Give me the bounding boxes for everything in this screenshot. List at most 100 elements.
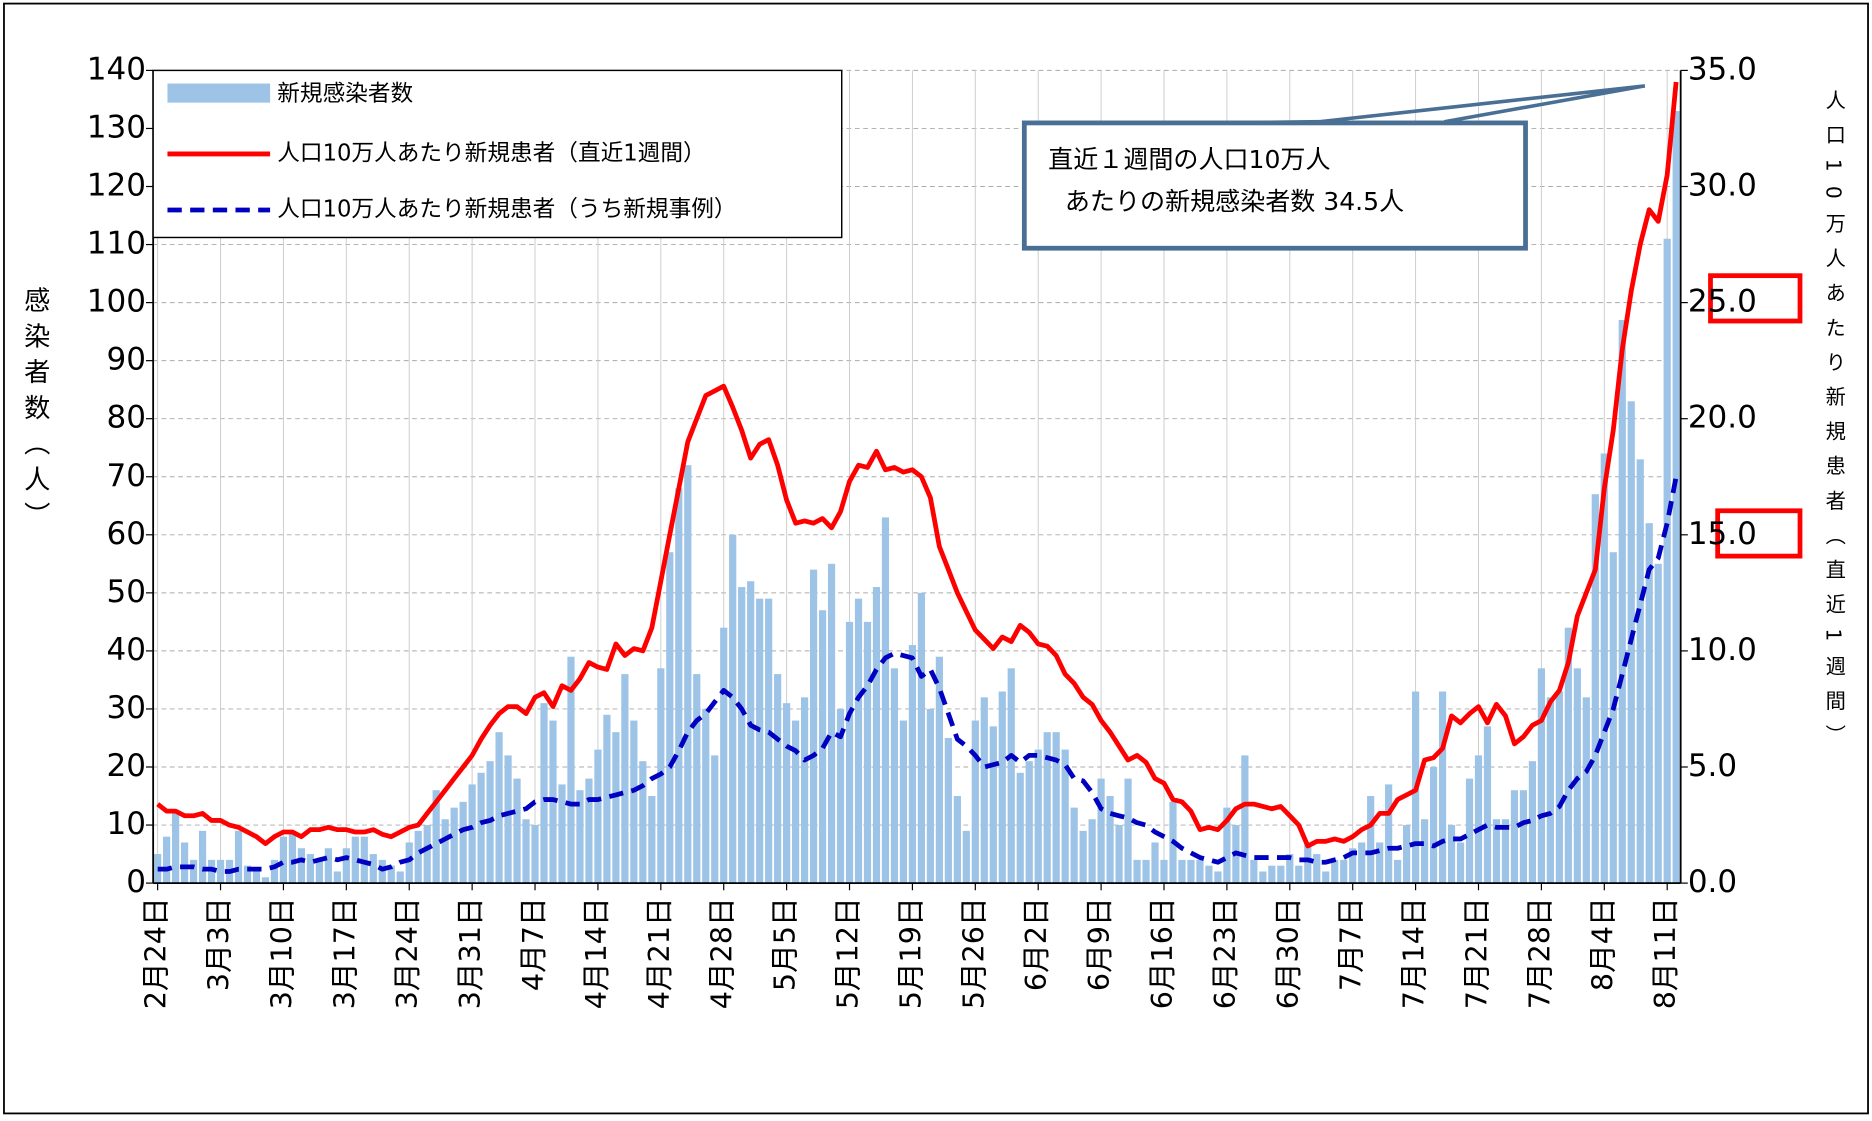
bar <box>1106 796 1114 884</box>
bar <box>738 587 746 884</box>
bar <box>1376 842 1384 884</box>
bar <box>405 842 413 884</box>
y2-tick-label: 25.0 <box>1688 284 1757 320</box>
bar <box>450 807 458 884</box>
bar <box>333 871 341 884</box>
bar <box>1259 871 1267 884</box>
bar <box>1510 790 1519 884</box>
bar <box>423 825 431 884</box>
bar <box>441 819 449 884</box>
bar <box>531 825 539 884</box>
bar <box>1564 627 1572 884</box>
bar <box>935 656 943 884</box>
bar <box>1151 842 1159 884</box>
callout-box <box>1021 120 1528 251</box>
legend-label: 人口10万人あたり新規患者（直近1週間） <box>277 140 705 166</box>
bar <box>243 865 252 884</box>
y2-tick-label: 5.0 <box>1688 748 1737 784</box>
bar <box>729 534 737 884</box>
highlight-box <box>1708 273 1803 324</box>
bar <box>252 871 261 884</box>
x-tick-label: 6月30日 <box>1271 897 1305 1009</box>
bar <box>711 755 719 884</box>
bar <box>720 627 728 884</box>
bar <box>800 697 809 884</box>
bar <box>288 830 297 884</box>
bar <box>585 778 593 884</box>
bar <box>1070 807 1078 884</box>
bar <box>1304 842 1312 884</box>
y-tick-label: 20 <box>107 748 146 784</box>
bar <box>1088 819 1096 884</box>
bar <box>1124 778 1132 884</box>
bar <box>270 859 279 884</box>
bar <box>1546 697 1554 884</box>
x-tick-label: 4月7日 <box>516 897 550 991</box>
bar <box>1043 732 1051 884</box>
bar <box>1250 859 1258 884</box>
x-tick-label: 3月24日 <box>390 897 424 1009</box>
x-tick-label: 2月24日 <box>139 897 173 1009</box>
legend-label: 人口10万人あたり新規患者（うち新規事例） <box>277 197 736 223</box>
bar <box>1034 749 1042 884</box>
bar <box>387 865 395 884</box>
bar <box>279 836 288 884</box>
bar <box>1205 865 1213 884</box>
bar <box>1349 848 1357 884</box>
bar <box>1394 859 1402 884</box>
x-tick-label: 6月9日 <box>1082 897 1116 991</box>
bar <box>1492 819 1501 884</box>
bar <box>1645 523 1653 884</box>
bar <box>666 552 674 884</box>
bar <box>369 854 377 884</box>
bar <box>1403 825 1411 884</box>
x-tick-label: 3月10日 <box>264 897 298 1009</box>
bar <box>774 674 782 884</box>
legend-swatch <box>167 83 271 103</box>
bar <box>297 848 305 884</box>
bar <box>315 859 323 884</box>
x-tick-label: 7月14日 <box>1397 897 1431 1009</box>
bar <box>1286 854 1294 884</box>
bar <box>459 801 467 884</box>
y-tick-label: 120 <box>87 168 146 204</box>
bar <box>1016 772 1024 884</box>
bar <box>1582 697 1590 884</box>
bar <box>1358 842 1366 884</box>
bar <box>1420 819 1429 884</box>
y-tick-label: 100 <box>87 284 146 320</box>
bar <box>1079 830 1087 884</box>
bar <box>216 859 225 884</box>
bar <box>845 621 854 884</box>
bar <box>953 796 961 884</box>
bar <box>540 703 548 884</box>
bar <box>675 488 683 884</box>
annotation: あたりの新規感染者数 34.5人 <box>1065 187 1404 216</box>
bar <box>1501 819 1510 884</box>
bar <box>998 691 1006 884</box>
y2-tick-label: 10.0 <box>1688 632 1757 668</box>
y-tick-label: 130 <box>87 109 146 145</box>
bar <box>1465 778 1474 884</box>
bar <box>1385 784 1393 884</box>
bar <box>621 674 629 884</box>
bar <box>1636 459 1644 884</box>
bar <box>1160 859 1168 884</box>
y-tick-label: 110 <box>87 226 146 262</box>
bar <box>1313 854 1321 884</box>
bar <box>908 645 917 884</box>
bar <box>693 674 701 884</box>
bar <box>702 708 710 884</box>
line <box>156 81 1679 849</box>
bar <box>513 778 521 884</box>
bar <box>881 517 890 884</box>
y2-tick-label: 30.0 <box>1688 168 1757 204</box>
y-tick-label: 30 <box>107 690 146 726</box>
bar <box>899 720 908 884</box>
bar <box>1340 859 1348 884</box>
y-axis-title: 感染者数（人） <box>19 286 50 537</box>
bar <box>396 871 404 884</box>
bar <box>1178 859 1186 884</box>
bar <box>154 854 162 884</box>
